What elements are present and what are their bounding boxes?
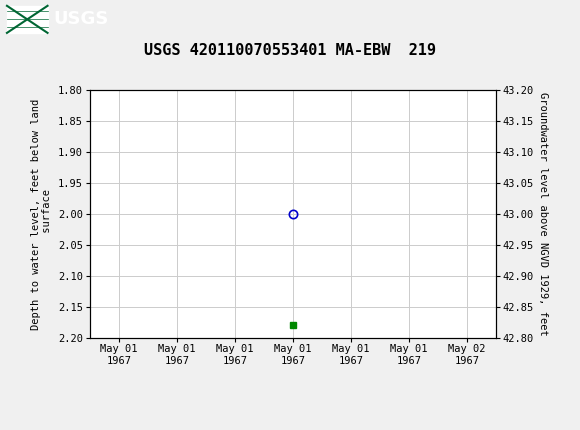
Text: USGS: USGS — [53, 10, 108, 28]
Y-axis label: Depth to water level, feet below land
 surface: Depth to water level, feet below land su… — [31, 98, 52, 329]
Text: USGS 420110070553401 MA-EBW  219: USGS 420110070553401 MA-EBW 219 — [144, 43, 436, 58]
Y-axis label: Groundwater level above NGVD 1929, feet: Groundwater level above NGVD 1929, feet — [538, 92, 548, 336]
Bar — [7, 6, 48, 33]
